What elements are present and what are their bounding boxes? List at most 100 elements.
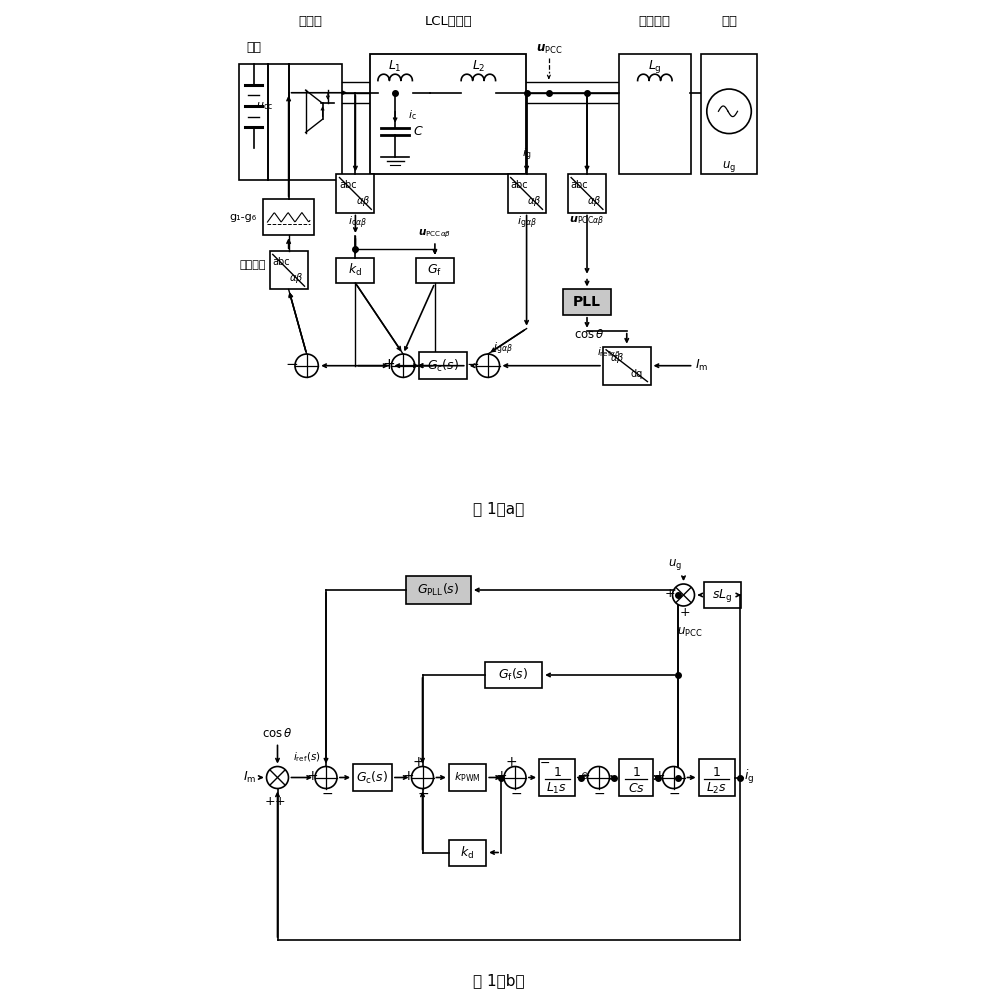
Bar bbox=[485, 662, 542, 688]
Bar bbox=[449, 764, 487, 791]
Text: 电源: 电源 bbox=[246, 41, 261, 54]
Text: $I_{\rm m}$: $I_{\rm m}$ bbox=[695, 358, 708, 373]
Text: −: − bbox=[669, 786, 680, 800]
Circle shape bbox=[673, 584, 695, 606]
Text: $1$: $1$ bbox=[552, 766, 561, 779]
Text: $\boldsymbol{u}_{{\rm PCC}\alpha\beta}$: $\boldsymbol{u}_{{\rm PCC}\alpha\beta}$ bbox=[419, 227, 452, 240]
Text: $G_{\rm f}$: $G_{\rm f}$ bbox=[428, 263, 443, 278]
Text: −: − bbox=[510, 786, 521, 800]
Text: +: + bbox=[664, 587, 675, 600]
Text: $k_{\rm d}$: $k_{\rm d}$ bbox=[348, 262, 363, 278]
Text: $G_{\rm f}(s)$: $G_{\rm f}(s)$ bbox=[498, 667, 528, 683]
Text: $i_{{\rm c}\alpha\beta}$: $i_{{\rm c}\alpha\beta}$ bbox=[348, 214, 368, 231]
Circle shape bbox=[587, 766, 609, 788]
Text: $I_{\rm m}$: $I_{\rm m}$ bbox=[242, 770, 256, 785]
Circle shape bbox=[315, 766, 337, 788]
Text: abc: abc bbox=[339, 180, 357, 190]
Text: $u_{\rm g}$: $u_{\rm g}$ bbox=[668, 557, 682, 572]
Text: g₁-g₆: g₁-g₆ bbox=[229, 212, 257, 222]
Text: $G_{\rm c}(s)$: $G_{\rm c}(s)$ bbox=[427, 358, 459, 374]
Text: $1$: $1$ bbox=[712, 766, 721, 779]
Text: $u_{\rm g}$: $u_{\rm g}$ bbox=[722, 159, 736, 174]
Text: $\alpha\beta$: $\alpha\beta$ bbox=[526, 194, 541, 208]
Text: abc: abc bbox=[510, 180, 528, 190]
Text: 电网阻抗: 电网阻抗 bbox=[639, 15, 671, 28]
Text: +: + bbox=[505, 756, 516, 770]
Text: $\boldsymbol{u}_{{\rm PCC}\alpha\beta}$: $\boldsymbol{u}_{{\rm PCC}\alpha\beta}$ bbox=[569, 214, 605, 229]
Bar bbox=[699, 759, 735, 796]
Text: PLL: PLL bbox=[573, 295, 601, 309]
Text: +: + bbox=[275, 795, 285, 808]
Bar bbox=[603, 347, 651, 385]
Bar bbox=[449, 840, 487, 866]
Text: 电网: 电网 bbox=[721, 15, 737, 28]
Circle shape bbox=[662, 766, 685, 788]
Text: $u_{\rm PCC}$: $u_{\rm PCC}$ bbox=[677, 626, 702, 639]
Bar bbox=[263, 199, 314, 235]
Text: $i_{\rm g}$: $i_{\rm g}$ bbox=[521, 147, 531, 163]
Bar bbox=[568, 174, 606, 213]
Bar bbox=[239, 64, 268, 180]
Circle shape bbox=[477, 354, 499, 377]
Text: $L_2 s$: $L_2 s$ bbox=[706, 781, 727, 796]
Text: $L_2$: $L_2$ bbox=[472, 59, 486, 74]
Bar bbox=[370, 54, 526, 174]
Circle shape bbox=[266, 766, 288, 788]
Text: +: + bbox=[496, 769, 506, 783]
Text: +: + bbox=[264, 795, 275, 808]
Text: $\cos\theta$: $\cos\theta$ bbox=[262, 727, 293, 740]
Bar bbox=[336, 258, 375, 283]
Text: $L_1 s$: $L_1 s$ bbox=[546, 781, 567, 796]
Text: abc: abc bbox=[272, 257, 290, 267]
Bar bbox=[269, 251, 308, 289]
Text: −: − bbox=[285, 357, 298, 372]
Circle shape bbox=[392, 354, 415, 377]
Text: +: + bbox=[654, 769, 665, 783]
Text: $i_{{\rm g}\alpha\beta}$: $i_{{\rm g}\alpha\beta}$ bbox=[494, 340, 513, 357]
Text: +: + bbox=[680, 606, 690, 619]
Text: $i_{\rm c}$: $i_{\rm c}$ bbox=[409, 109, 417, 122]
Bar bbox=[353, 764, 392, 791]
Text: +: + bbox=[382, 357, 395, 372]
Bar bbox=[406, 576, 471, 604]
Text: LCL滤波器: LCL滤波器 bbox=[425, 15, 472, 28]
Text: ⊗: ⊗ bbox=[580, 771, 588, 781]
Text: −: − bbox=[593, 786, 605, 800]
Text: −: − bbox=[539, 757, 549, 770]
Text: $Cs$: $Cs$ bbox=[627, 782, 644, 795]
Circle shape bbox=[707, 89, 752, 134]
Text: $\alpha\beta$: $\alpha\beta$ bbox=[587, 194, 601, 208]
Text: +: + bbox=[306, 769, 318, 783]
Bar bbox=[419, 352, 467, 379]
Text: $L_1$: $L_1$ bbox=[388, 59, 402, 74]
Text: −: − bbox=[578, 769, 590, 783]
Text: 脉宽调制: 脉宽调制 bbox=[240, 260, 266, 270]
Bar bbox=[507, 174, 545, 213]
Bar bbox=[619, 54, 691, 174]
Text: $\alpha\beta$: $\alpha\beta$ bbox=[356, 194, 370, 208]
Text: $i_{\rm g}$: $i_{\rm g}$ bbox=[744, 768, 754, 786]
Text: $C$: $C$ bbox=[413, 125, 424, 138]
Text: −: − bbox=[467, 357, 480, 372]
Circle shape bbox=[412, 766, 434, 788]
Text: $\cos\theta$: $\cos\theta$ bbox=[574, 328, 605, 341]
Bar bbox=[562, 289, 611, 315]
Bar bbox=[539, 759, 575, 796]
Text: $\alpha\beta$: $\alpha\beta$ bbox=[289, 271, 303, 285]
Text: $L_{\rm g}$: $L_{\rm g}$ bbox=[648, 58, 662, 75]
Bar bbox=[619, 759, 653, 796]
Text: +: + bbox=[413, 756, 425, 770]
Text: 逆变器: 逆变器 bbox=[298, 15, 322, 28]
Text: $i_{{\rm ref}\alpha\beta}$: $i_{{\rm ref}\alpha\beta}$ bbox=[597, 346, 621, 360]
Text: −: − bbox=[321, 786, 333, 800]
Circle shape bbox=[295, 354, 318, 377]
Text: $i_{\rm ref}(s)$: $i_{\rm ref}(s)$ bbox=[292, 751, 320, 764]
Text: $\boldsymbol{u}_{\rm PCC}$: $\boldsymbol{u}_{\rm PCC}$ bbox=[535, 43, 562, 56]
Text: +: + bbox=[403, 769, 415, 783]
Text: $k_{\rm d}$: $k_{\rm d}$ bbox=[461, 844, 475, 861]
Text: $\alpha\beta$: $\alpha\beta$ bbox=[610, 351, 624, 365]
Bar bbox=[289, 64, 342, 180]
Text: $1$: $1$ bbox=[632, 766, 640, 779]
Text: $G_{\rm PLL}(s)$: $G_{\rm PLL}(s)$ bbox=[418, 582, 460, 598]
Text: $k_{\rm PWM}$: $k_{\rm PWM}$ bbox=[455, 771, 481, 784]
